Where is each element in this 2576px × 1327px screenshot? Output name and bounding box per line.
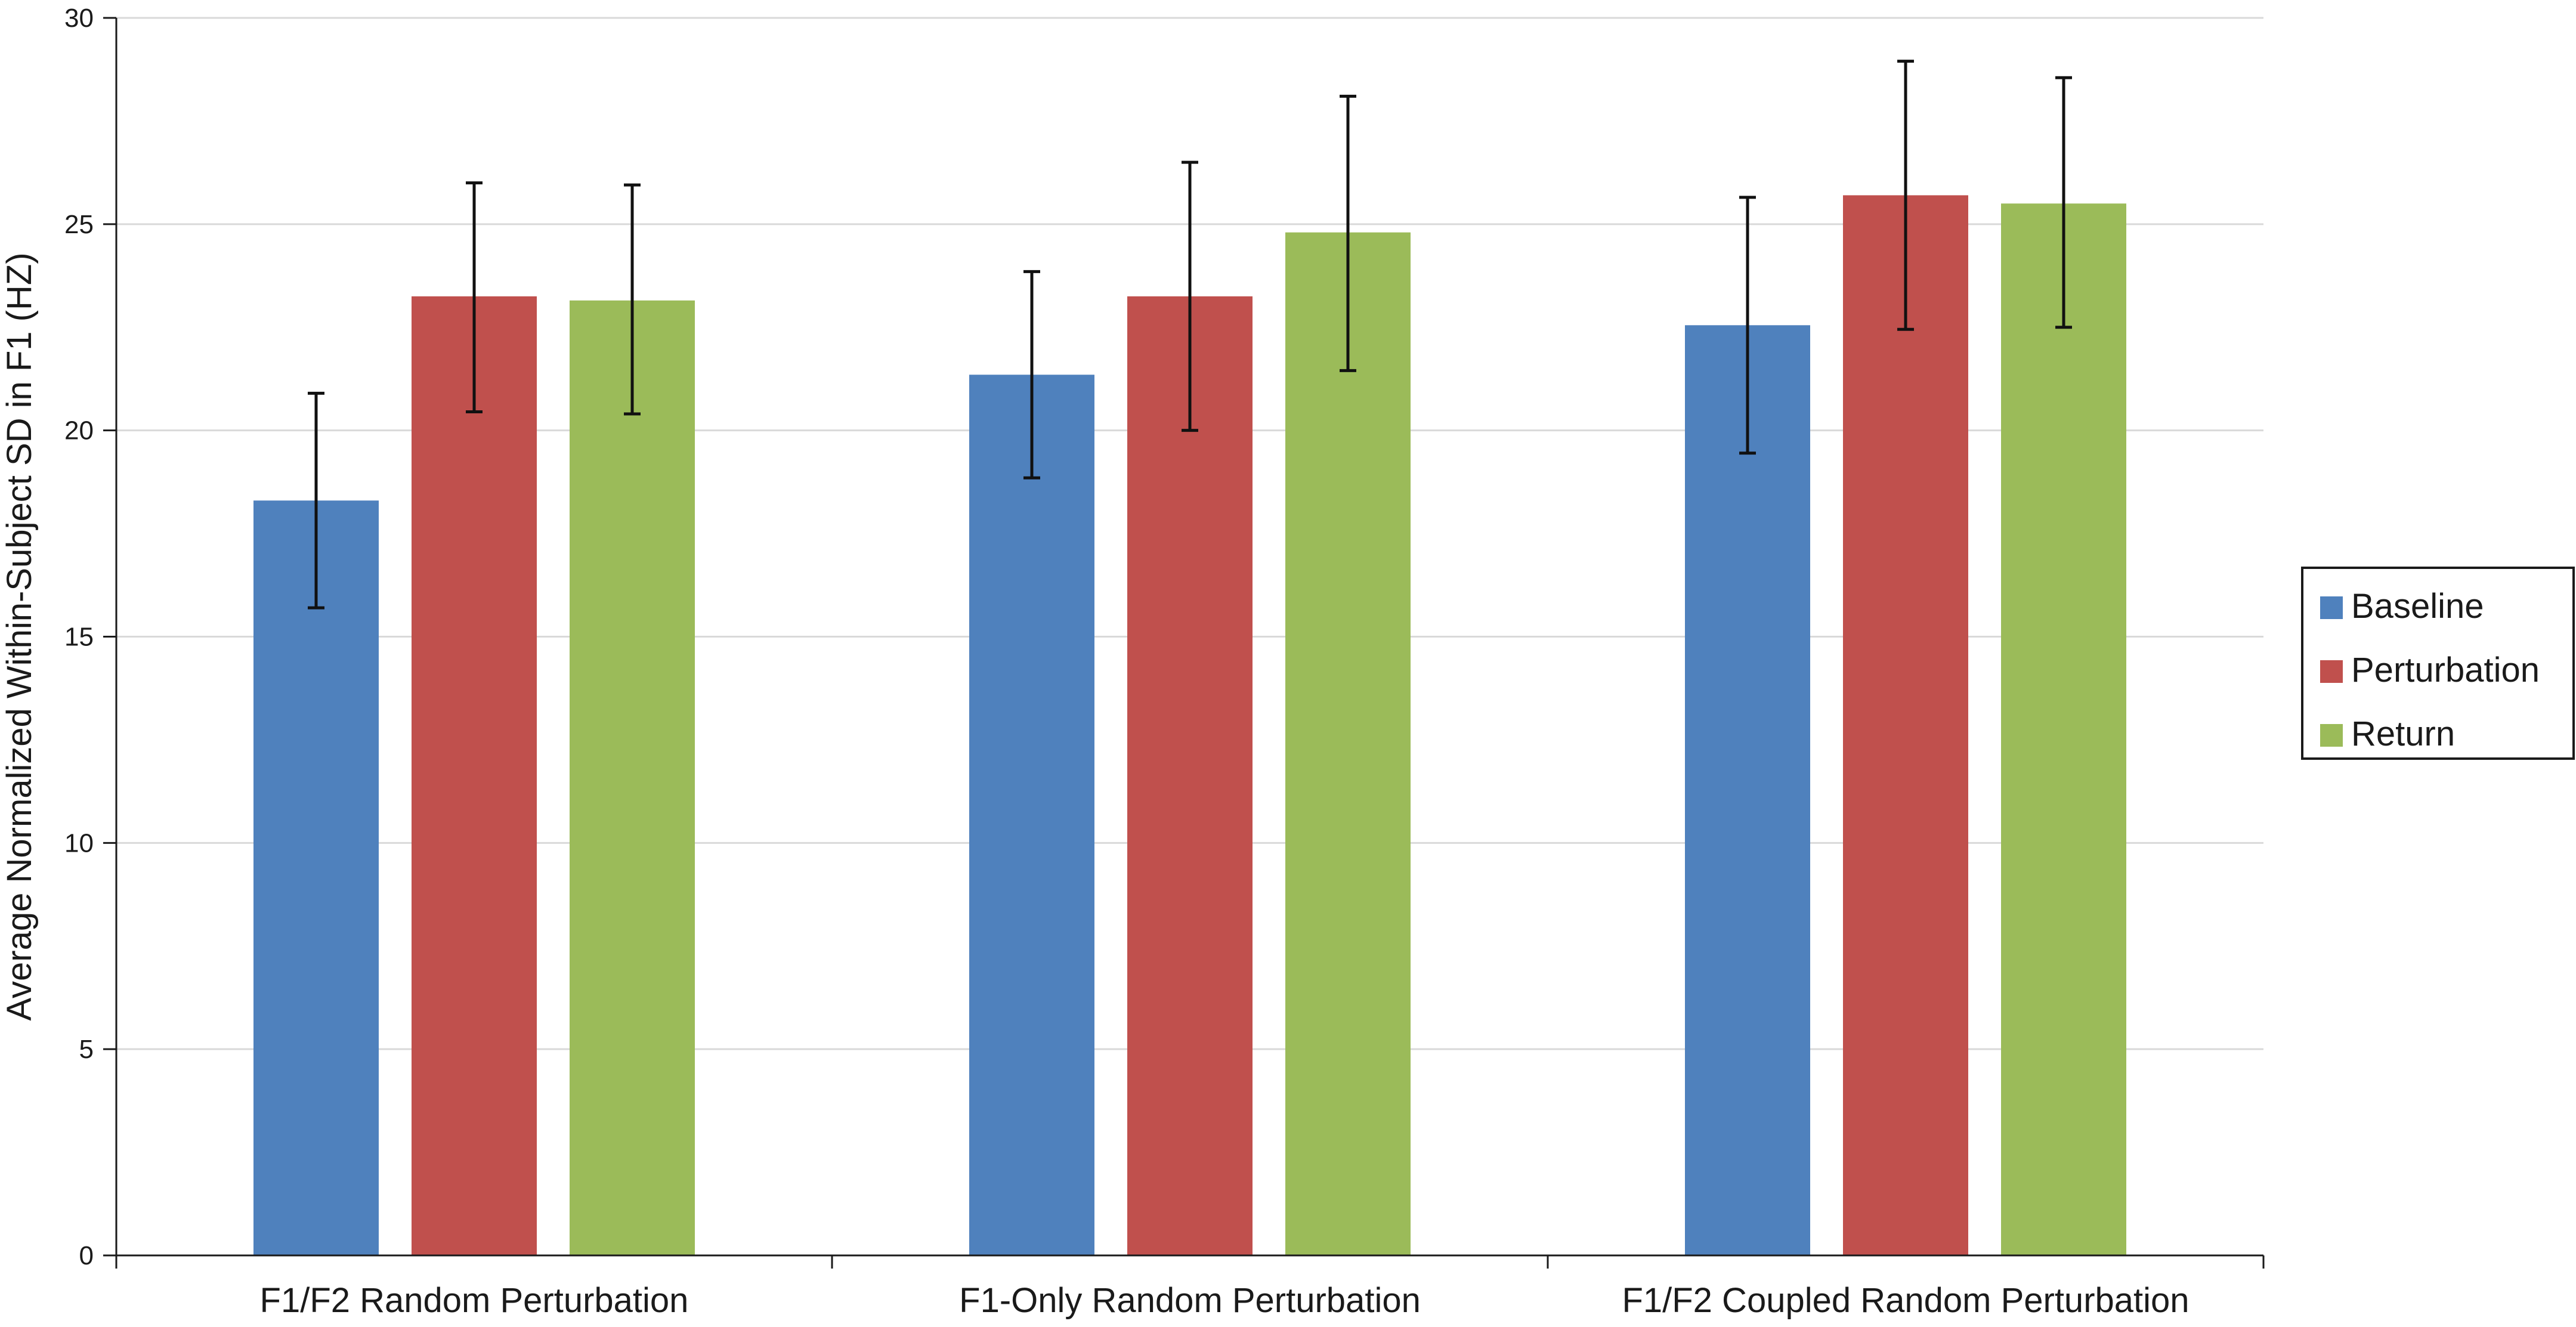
x-category-label: F1-Only Random Perturbation [959,1281,1421,1320]
legend-box [2301,567,2575,760]
bar-perturbation-3 [1843,195,1968,1256]
bar-baseline-2 [969,375,1094,1255]
bar-perturbation-2 [1127,296,1253,1255]
legend-swatch-baseline [2320,596,2343,619]
x-category-label: F1/F2 Random Perturbation [260,1281,689,1320]
y-axis-title: Average Normalized Within-Subject SD in … [0,252,39,1020]
legend-label-perturbation: Perturbation [2351,651,2540,689]
bar-baseline-3 [1685,325,1810,1255]
y-tick-label: 0 [79,1241,94,1270]
y-tick-label: 25 [64,210,94,239]
bars [253,195,2126,1256]
y-tick-label: 20 [64,416,94,446]
error-bars [308,60,2072,610]
y-tick-label: 10 [64,828,94,858]
legend-label-baseline: Baseline [2351,587,2484,626]
bar-baseline-1 [253,500,379,1255]
category-labels: F1/F2 Random Perturbation F1-Only Random … [260,1281,2190,1320]
x-category-label: F1/F2 Coupled Random Perturbation [1622,1281,2189,1320]
y-tick-label: 5 [79,1035,94,1064]
axes [103,17,2265,1269]
legend: Baseline Perturbation Return [2301,567,2575,760]
legend-swatch-perturbation [2320,660,2343,683]
bar-return-1 [570,300,695,1256]
legend-swatch-return [2320,724,2343,747]
y-tick-label: 15 [64,623,94,652]
bar-return-2 [1285,232,1411,1256]
bar-return-3 [2001,203,2126,1255]
bar-perturbation-1 [412,296,537,1255]
y-tick-label: 30 [64,4,94,33]
y-tick-labels: 0 5 10 15 20 25 30 [64,4,94,1270]
legend-label-return: Return [2351,714,2455,753]
